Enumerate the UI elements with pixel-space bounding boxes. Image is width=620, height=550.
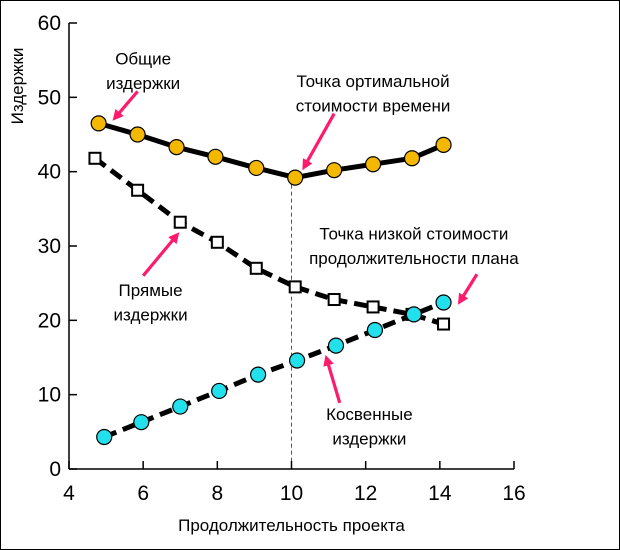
annotation-text-optimal-point: стоимости времени: [296, 96, 451, 115]
data-point-total: [435, 136, 452, 154]
annotation-text-optimal-point: Точка ортимальной: [297, 72, 450, 91]
data-point-direct: [437, 317, 451, 331]
data-point-indirect: [288, 352, 306, 369]
data-point-total: [403, 150, 421, 167]
data-point-indirect: [327, 337, 345, 354]
y-tick-label: 20: [38, 309, 61, 332]
series-line-indirect: [103, 300, 445, 440]
annotation-arrow-indirect-label: [323, 354, 342, 404]
data-point-indirect: [405, 306, 422, 323]
data-point-direct: [288, 280, 302, 294]
series-layer: [88, 115, 452, 446]
data-point-total: [248, 159, 265, 177]
data-point-total: [90, 115, 107, 132]
data-point-direct: [210, 235, 224, 249]
data-point-direct: [327, 293, 341, 307]
y-tick-label: 60: [38, 12, 61, 35]
x-tick-label: 8: [211, 482, 223, 505]
y-tick-label: 10: [38, 384, 61, 407]
annotation-arrow-total-label: [112, 90, 139, 121]
annotations-layer: Общие издержки Точка ортимальной стоимости …: [106, 50, 519, 449]
annotation-arrow-optimal-point: [302, 112, 336, 171]
x-tick-label: 16: [502, 482, 525, 505]
data-point-indirect: [211, 382, 228, 400]
data-point-total: [364, 156, 382, 173]
data-point-direct: [88, 151, 102, 165]
axes-layer: 0 10 20 30 40 50 60 4 6 8 10 12 14 16: [38, 12, 526, 505]
annotation-text-indirect-label: издержки: [332, 429, 406, 448]
x-tick-label: 4: [63, 482, 75, 505]
annotation-indirect-label: Косвенные издержки: [323, 354, 413, 448]
annotation-arrow-direct-label: [141, 232, 180, 277]
annotation-text-indirect-label: Косвенные: [326, 405, 413, 424]
data-point-total: [168, 139, 185, 156]
annotation-direct-label: Прямые издержки: [114, 232, 188, 324]
y-axis-title: Издержки: [8, 48, 27, 125]
data-point-total: [129, 126, 146, 143]
data-point-total: [207, 148, 224, 165]
data-point-direct: [249, 261, 263, 275]
y-tick-label: 30: [38, 235, 61, 258]
data-point-indirect: [133, 414, 150, 431]
annotation-total-label: Общие издержки: [106, 50, 180, 121]
data-point-indirect: [366, 321, 384, 339]
x-tick-label: 12: [354, 482, 377, 505]
annotation-text-total-label: издержки: [106, 74, 180, 93]
data-point-total: [287, 169, 304, 186]
annotation-text-low-cost-point: Точка низкой стоимости: [319, 224, 508, 243]
series-indirect: [96, 294, 452, 446]
data-point-direct: [366, 300, 380, 314]
data-point-indirect: [250, 366, 267, 383]
annotation-text-direct-label: издержки: [114, 305, 188, 324]
data-point-indirect: [172, 398, 189, 415]
annotation-arrow-low-cost-point: [457, 273, 479, 305]
data-point-total: [326, 162, 343, 179]
annotation-text-low-cost-point: продолжительности плана: [309, 249, 519, 268]
data-point-indirect: [435, 294, 452, 311]
data-point-direct: [131, 183, 145, 197]
data-point-indirect: [96, 428, 113, 446]
data-point-direct: [173, 215, 187, 229]
x-tick-label: 6: [137, 482, 149, 505]
x-axis-title: Продолжительность проекта: [178, 516, 405, 535]
annotation-low-cost-point: Точка низкой стоимости продолжительности …: [309, 224, 519, 305]
y-tick-label: 50: [38, 86, 61, 109]
series-total: [90, 115, 452, 186]
series-line-total: [97, 120, 445, 181]
y-tick-label: 0: [49, 458, 61, 481]
annotation-optimal-point: Точка ортимальной стоимости времени: [296, 72, 451, 171]
annotation-text-direct-label: Прямые: [119, 281, 183, 300]
x-tick-label: 10: [280, 482, 303, 505]
y-tick-label: 40: [38, 161, 61, 184]
annotation-text-total-label: Общие: [115, 50, 171, 69]
x-tick-label: 14: [428, 482, 452, 505]
